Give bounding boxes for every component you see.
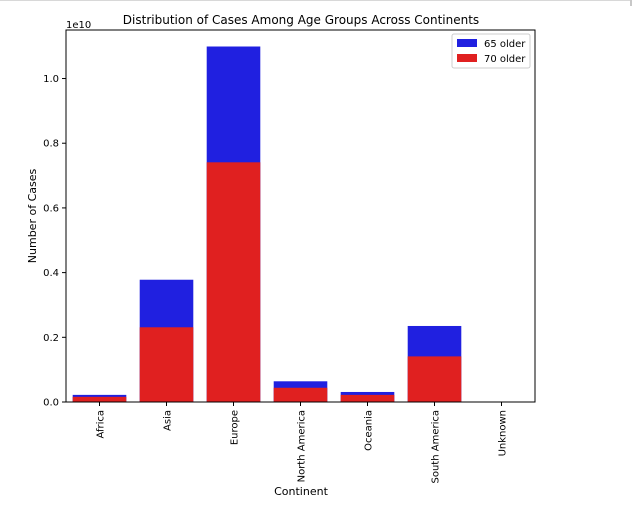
y-tick-label: 1.0 (43, 74, 59, 85)
x-tick-label: Oceania (364, 410, 375, 451)
legend-swatch (457, 54, 477, 62)
x-tick-label: North America (297, 410, 308, 482)
legend-label: 65 older (484, 39, 526, 50)
legend: 65 older 70 older (451, 33, 531, 69)
y-tick-label: 0.4 (43, 268, 59, 279)
y-axis-label: Number of Cases (26, 169, 39, 264)
bar-70-older-oceania (340, 394, 395, 402)
y-tick-label: 0.8 (43, 139, 59, 150)
y-tick-label: 0.2 (43, 333, 59, 344)
x-axis-label: Continent (274, 485, 328, 498)
window-edge (630, 0, 632, 6)
top-border (0, 0, 632, 1)
plot-area: 0.0 0.2 0.4 0.6 0.8 1.0 Africa Asia Europe North … (43, 29, 536, 484)
y-axis-offset-label: 1e10 (66, 20, 91, 31)
bar-70-older-asia (139, 327, 194, 402)
legend-label: 70 older (484, 54, 526, 65)
y-tick-label: 0.0 (43, 398, 59, 409)
chart-title: Distribution of Cases Among Age Groups A… (123, 13, 479, 27)
bar-70-older-africa (72, 396, 127, 402)
legend-swatch (457, 39, 477, 47)
y-tick-label: 0.6 (43, 203, 59, 214)
bar-70-older-south-america (407, 356, 462, 402)
x-tick-label: Europe (230, 410, 241, 445)
x-tick-label: Unknown (498, 410, 509, 456)
bar-70-older-europe (206, 162, 261, 402)
bar-70-older-north-america (273, 387, 328, 402)
x-tick-label: Asia (163, 410, 174, 431)
x-tick-label: Africa (96, 410, 107, 439)
x-tick-label: South America (431, 410, 442, 484)
plot-frame (65, 29, 536, 403)
